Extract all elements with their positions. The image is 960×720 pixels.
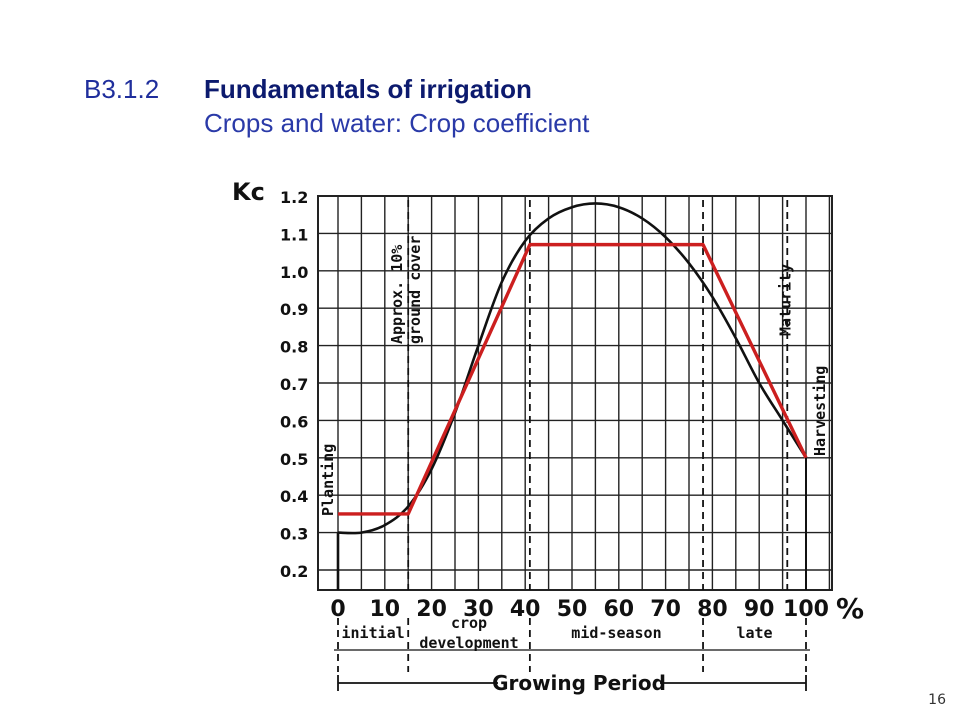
x-tick-label: 60 — [603, 597, 634, 622]
x-tick-label: 10 — [369, 597, 400, 622]
x-tick-label: 30 — [463, 597, 494, 622]
kc-stage-line — [338, 242, 808, 516]
stage-label: crop — [451, 614, 487, 632]
slide-subtitle: Crops and water: Crop coefficient — [204, 108, 590, 138]
slide-main-title: Fundamentals of irrigation — [204, 74, 532, 104]
y-tick-label: 1.2 — [280, 188, 308, 207]
x-tick-label: 40 — [510, 597, 541, 622]
stage-label: mid-season — [571, 624, 661, 642]
y-tick-label: 0.5 — [280, 450, 308, 469]
y-tick-label: 0.7 — [280, 375, 308, 394]
planting-label: Planting — [319, 444, 337, 516]
x-tick-label: 80 — [697, 597, 728, 622]
marker-label-line: Planting — [319, 444, 337, 516]
x-tick-label: 20 — [416, 597, 447, 622]
marker-label-line: Approx. 10% — [388, 245, 406, 344]
y-axis-label: Kc — [232, 178, 265, 206]
marker-label-line: ground cover — [406, 236, 424, 344]
title-line: B3.1.2 Fundamentals of irrigation — [84, 72, 589, 106]
y-tick-label: 0.4 — [280, 487, 308, 506]
x-tick-label: 100 — [783, 597, 829, 622]
y-tick-label: 0.6 — [280, 412, 308, 431]
x-unit-label: % — [836, 592, 864, 625]
y-tick-label: 1.0 — [280, 263, 308, 282]
stage-label: initial — [341, 624, 404, 642]
y-tick-label: 0.3 — [280, 525, 308, 544]
y-tick-label: 0.8 — [280, 338, 308, 357]
marker-label-line: Maturity — [776, 264, 794, 336]
x-tick-label: 0 — [330, 597, 345, 622]
page-number: 16 — [928, 692, 946, 708]
maturity-label: Maturity — [776, 264, 794, 336]
stage-markers — [407, 200, 789, 590]
stage-label: late — [736, 624, 772, 642]
stage-separators — [337, 618, 807, 672]
y-tick-label: 0.2 — [280, 562, 308, 581]
harvesting-label: Harvesting — [811, 366, 829, 456]
grid-frame — [317, 195, 833, 591]
growing-period-label: Growing Period — [492, 671, 666, 695]
x-tick-label: 90 — [744, 597, 775, 622]
y-tick-label: 1.1 — [280, 225, 308, 244]
slide-title: B3.1.2 Fundamentals of irrigation Crops a… — [84, 72, 589, 140]
stage-label: development — [419, 634, 518, 652]
y-tick-label: 0.9 — [280, 300, 308, 319]
section-code: B3.1.2 — [84, 74, 160, 104]
ground-cover-label: Approx. 10% ground cover — [388, 236, 424, 344]
x-tick-label: 50 — [557, 597, 588, 622]
marker-label-line: Harvesting — [811, 366, 829, 456]
x-tick-label: 70 — [650, 597, 681, 622]
